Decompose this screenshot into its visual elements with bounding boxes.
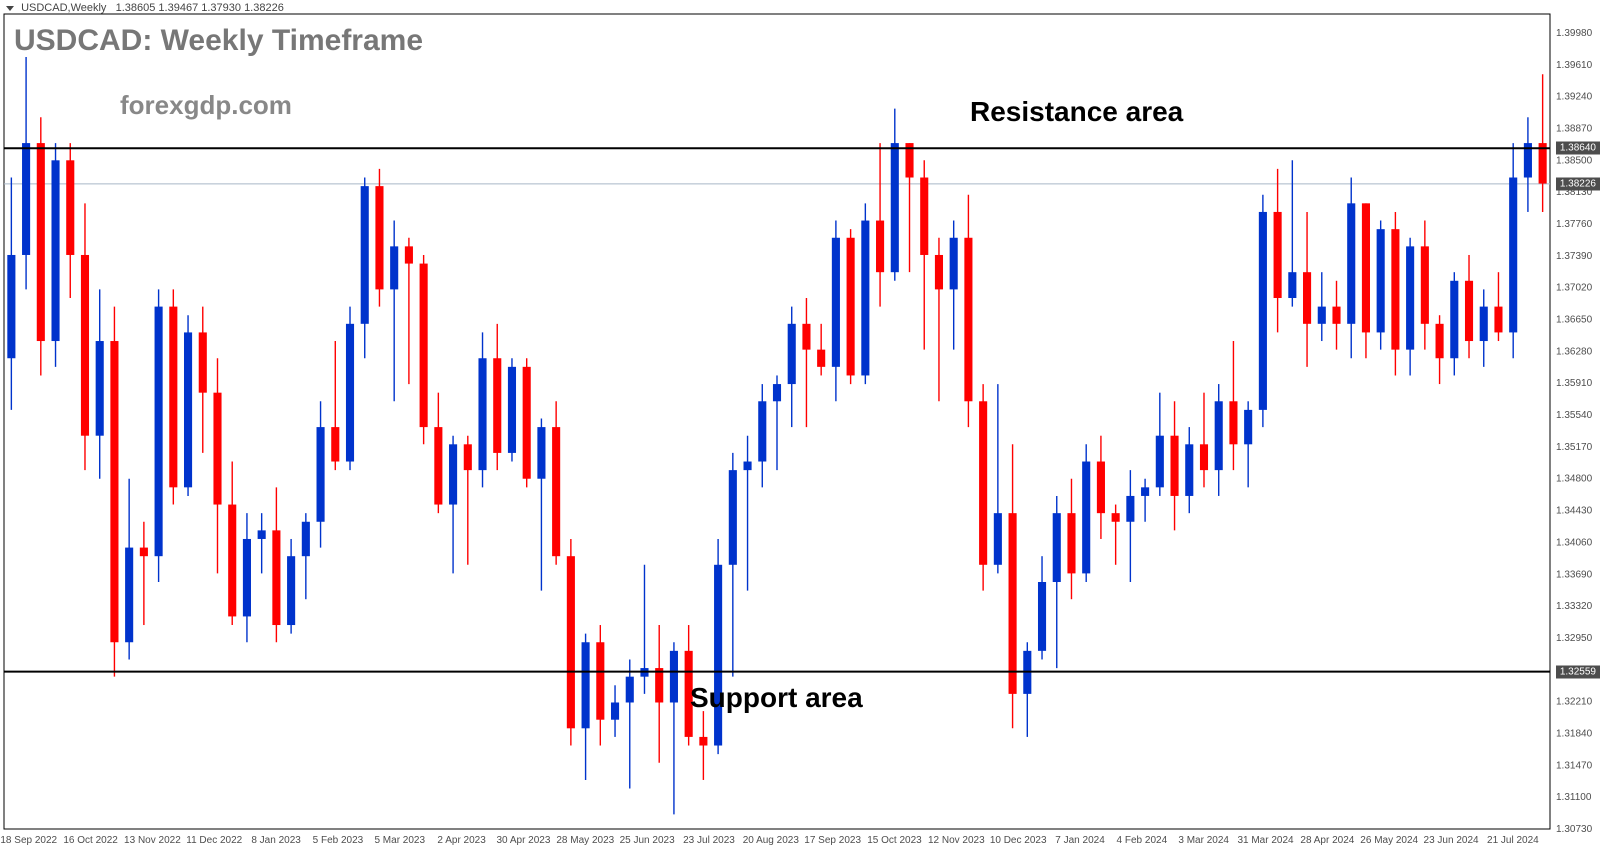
svg-text:21 Jul 2024: 21 Jul 2024 [1487,835,1539,846]
svg-text:11 Dec 2022: 11 Dec 2022 [186,835,242,846]
svg-text:7 Jan 2024: 7 Jan 2024 [1055,835,1105,846]
svg-text:25 Jun 2023: 25 Jun 2023 [620,835,675,846]
svg-text:26 May 2024: 26 May 2024 [1360,835,1418,846]
support-label: Support area [690,682,863,714]
svg-text:13 Nov 2022: 13 Nov 2022 [124,835,181,846]
svg-text:1.34430: 1.34430 [1556,506,1593,517]
svg-text:18 Sep 2022: 18 Sep 2022 [0,835,57,846]
svg-text:17 Sep 2023: 17 Sep 2023 [804,835,861,846]
chart-title: USDCAD: Weekly Timeframe [14,24,423,58]
svg-text:1.30730: 1.30730 [1556,824,1593,835]
current-price-tag: 1.38226 [1556,177,1600,190]
svg-text:1.35540: 1.35540 [1556,410,1593,421]
svg-text:1.38870: 1.38870 [1556,123,1593,134]
svg-text:1.31840: 1.31840 [1556,728,1593,739]
svg-text:1.32950: 1.32950 [1556,633,1593,644]
support-price-tag: 1.32559 [1556,665,1600,678]
svg-text:23 Jul 2023: 23 Jul 2023 [683,835,735,846]
svg-text:30 Apr 2023: 30 Apr 2023 [496,835,550,846]
svg-text:1.31100: 1.31100 [1556,792,1592,803]
svg-text:1.34060: 1.34060 [1556,537,1593,548]
svg-text:1.31470: 1.31470 [1556,760,1593,771]
svg-text:1.33690: 1.33690 [1556,569,1593,580]
svg-text:1.35170: 1.35170 [1556,442,1593,453]
svg-text:28 Apr 2024: 28 Apr 2024 [1300,835,1354,846]
svg-text:1.33320: 1.33320 [1556,601,1593,612]
svg-text:2 Apr 2023: 2 Apr 2023 [437,835,486,846]
svg-text:5 Feb 2023: 5 Feb 2023 [313,835,364,846]
svg-text:1.34800: 1.34800 [1556,474,1593,485]
svg-text:3 Mar 2024: 3 Mar 2024 [1178,835,1229,846]
svg-text:16 Oct 2022: 16 Oct 2022 [63,835,118,846]
svg-text:31 Mar 2024: 31 Mar 2024 [1237,835,1294,846]
svg-text:15 Oct 2023: 15 Oct 2023 [867,835,922,846]
svg-text:1.36280: 1.36280 [1556,346,1593,357]
symbol-info-bar: USDCAD,Weekly 1.38605 1.39467 1.37930 1.… [6,2,284,14]
svg-text:12 Nov 2023: 12 Nov 2023 [928,835,985,846]
svg-text:1.37020: 1.37020 [1556,283,1593,294]
svg-text:20 Aug 2023: 20 Aug 2023 [743,835,800,846]
svg-text:10 Dec 2023: 10 Dec 2023 [990,835,1047,846]
watermark-text: forexgdp.com [120,90,292,121]
svg-text:1.39980: 1.39980 [1556,28,1593,39]
symbol-text: USDCAD,Weekly [21,2,106,14]
svg-text:8 Jan 2023: 8 Jan 2023 [251,835,301,846]
svg-text:1.39610: 1.39610 [1556,60,1593,71]
dropdown-caret-icon [6,6,14,11]
ohlc-text: 1.38605 1.39467 1.37930 1.38226 [116,2,284,14]
svg-text:1.37760: 1.37760 [1556,219,1593,230]
svg-text:28 May 2023: 28 May 2023 [556,835,614,846]
svg-text:5 Mar 2023: 5 Mar 2023 [374,835,425,846]
svg-text:1.38500: 1.38500 [1556,155,1593,166]
svg-text:1.39240: 1.39240 [1556,92,1593,103]
svg-text:1.37390: 1.37390 [1556,251,1593,262]
resistance-label: Resistance area [970,96,1183,128]
svg-text:23 Jun 2024: 23 Jun 2024 [1424,835,1479,846]
candlestick-chart[interactable]: 1.30730 1.31100 1.31470 1.31840 1.32210 1.325… [0,0,1600,849]
resistance-price-tag: 1.38640 [1556,142,1600,155]
svg-text:1.35910: 1.35910 [1556,378,1593,389]
svg-text:4 Feb 2024: 4 Feb 2024 [1117,835,1168,846]
chart-container: USDCAD,Weekly 1.38605 1.39467 1.37930 1.… [0,0,1600,849]
svg-text:1.32210: 1.32210 [1556,697,1593,708]
svg-text:1.36650: 1.36650 [1556,315,1593,326]
